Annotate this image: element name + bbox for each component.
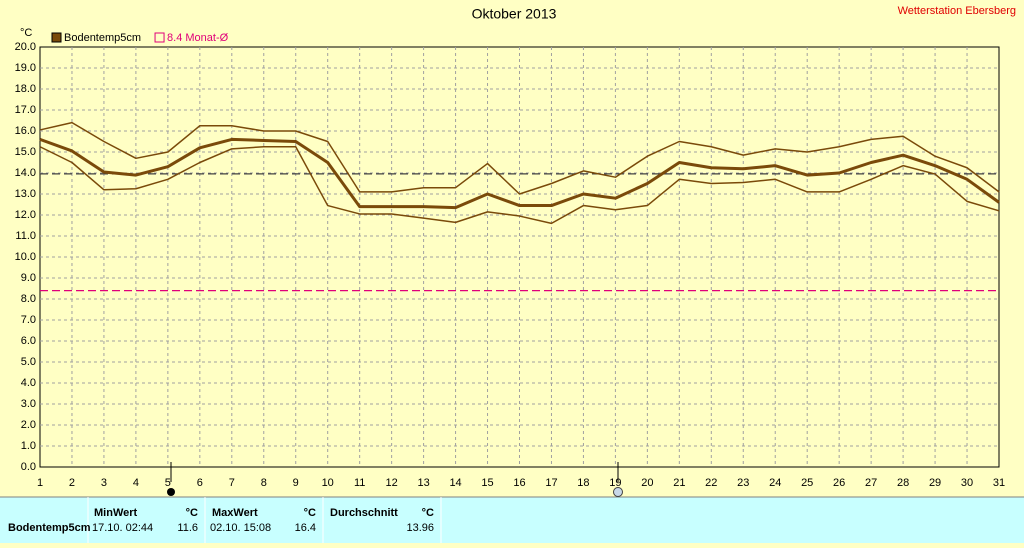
x-tick-label: 14 [449,477,461,489]
x-tick-label: 9 [293,477,299,489]
table-cell: 02.10. 15:08 [210,522,271,534]
y-tick-label: 0.0 [21,461,36,473]
legend-swatch [51,32,62,43]
table-header: °C [422,507,434,519]
table-header: °C [186,507,198,519]
y-tick-label: 11.0 [15,230,36,242]
y-tick-label: 16.0 [15,125,36,137]
table-header: Durchschnitt [330,507,398,519]
table-cell: 11.6 [177,522,198,534]
y-tick-label: 7.0 [21,314,36,326]
legend-swatch [154,32,165,43]
x-tick-label: 19 [609,477,621,489]
table-header: °C [304,507,316,519]
y-unit: °C [20,27,32,39]
y-tick-label: 6.0 [21,335,36,347]
x-tick-label: 21 [673,477,685,489]
y-tick-label: 10.0 [15,251,36,263]
x-tick-label: 2 [69,477,75,489]
x-tick-label: 17 [545,477,557,489]
chart-title: Oktober 2013 [472,6,557,22]
y-tick-label: 9.0 [21,272,36,284]
x-tick-label: 11 [354,477,365,489]
series-line [39,137,1000,210]
x-tick-label: 28 [897,477,909,489]
table-cell: 13.96 [406,522,434,534]
station-name: Wetterstation Ebersberg [898,5,1016,17]
y-tick-label: 13.0 [15,188,36,200]
x-tick-label: 20 [641,477,653,489]
x-tick-label: 7 [229,477,235,489]
y-tick-label: 2.0 [21,419,36,431]
x-tick-label: 31 [993,477,1005,489]
legend-label: Bodentemp5cm [64,32,141,44]
y-tick-label: 5.0 [21,356,36,368]
x-tick-label: 25 [801,477,813,489]
table-header: MaxWert [212,507,258,519]
y-tick-label: 14.0 [15,167,36,179]
y-tick-label: 19.0 [15,62,36,74]
y-tick-label: 15.0 [15,146,36,158]
x-tick-label: 3 [101,477,107,489]
x-tick-label: 8 [261,477,267,489]
y-tick-label: 20.0 [15,41,36,53]
x-tick-label: 24 [769,477,781,489]
x-tick-label: 16 [513,477,525,489]
y-tick-label: 1.0 [21,440,36,452]
y-tick-label: 17.0 [15,104,36,116]
x-tick-label: 23 [737,477,749,489]
min-marker [167,488,175,496]
legend-label: 8.4 Monat-Ø [167,32,229,44]
x-tick-label: 15 [481,477,493,489]
x-tick-label: 5 [165,477,171,489]
x-tick-label: 29 [929,477,941,489]
x-tick-label: 1 [37,477,43,489]
x-tick-label: 18 [577,477,589,489]
x-tick-label: 4 [133,477,139,489]
y-tick-label: 18.0 [15,83,36,95]
series-line [39,146,1000,225]
x-tick-label: 12 [386,477,398,489]
x-tick-label: 13 [417,477,429,489]
table-cell: Bodentemp5cm [8,522,91,534]
y-tick-label: 12.0 [15,209,36,221]
y-tick-label: 8.0 [21,293,36,305]
table-panel [0,497,1024,543]
series-line [39,121,1000,195]
table-cell: 17.10. 02:44 [92,522,153,534]
x-tick-label: 6 [197,477,203,489]
x-tick-label: 22 [705,477,717,489]
max-marker [613,487,623,497]
y-tick-label: 4.0 [21,377,36,389]
x-tick-label: 30 [961,477,973,489]
x-tick-label: 10 [322,477,334,489]
table-header: MinWert [94,507,138,519]
table-cell: 16.4 [295,522,316,534]
x-tick-label: 27 [865,477,877,489]
y-tick-label: 3.0 [21,398,36,410]
x-tick-label: 26 [833,477,845,489]
